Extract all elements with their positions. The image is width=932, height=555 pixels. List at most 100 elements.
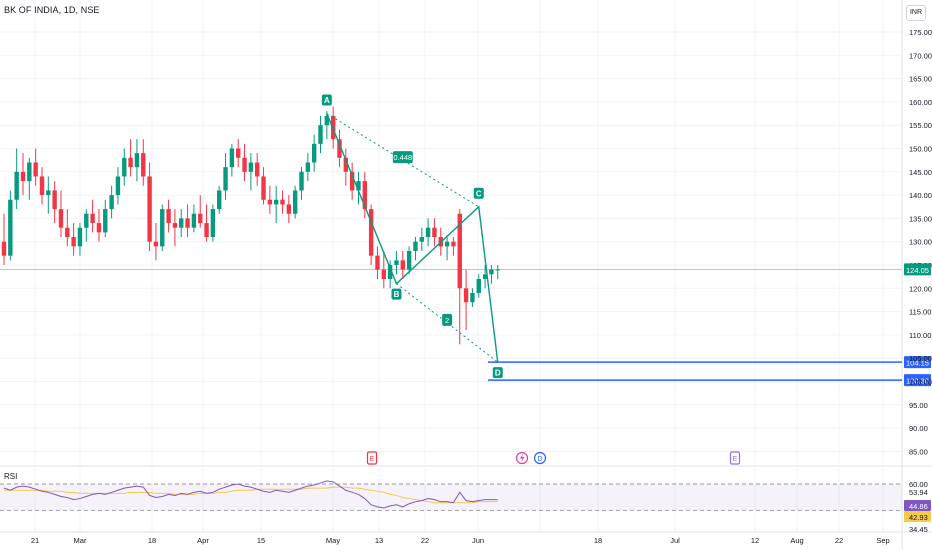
candle[interactable] xyxy=(261,167,266,205)
candle[interactable] xyxy=(356,171,361,205)
candle[interactable] xyxy=(198,195,203,228)
pattern-legs[interactable] xyxy=(326,113,499,363)
candle[interactable] xyxy=(368,204,374,265)
candle[interactable] xyxy=(58,190,64,238)
candle[interactable] xyxy=(286,195,292,224)
last-price-tag[interactable]: 124.05 xyxy=(904,263,931,276)
candle[interactable] xyxy=(115,167,121,205)
candle[interactable] xyxy=(229,143,235,177)
candle[interactable] xyxy=(406,246,412,275)
candle[interactable] xyxy=(381,251,386,289)
candle-body xyxy=(20,171,26,182)
candle[interactable] xyxy=(419,227,424,252)
candle[interactable] xyxy=(470,288,475,307)
candle[interactable] xyxy=(255,153,260,186)
candle[interactable] xyxy=(1,213,7,265)
pattern-point-d[interactable]: D xyxy=(492,367,503,379)
candle[interactable] xyxy=(71,223,76,256)
candle[interactable] xyxy=(90,199,95,233)
candle[interactable] xyxy=(141,139,146,186)
candle[interactable] xyxy=(482,265,488,289)
candle[interactable] xyxy=(84,209,89,242)
candle[interactable] xyxy=(267,185,273,214)
candle[interactable] xyxy=(349,162,355,200)
candles[interactable] xyxy=(1,106,500,345)
candle[interactable] xyxy=(204,204,209,242)
xabcd-pattern[interactable]: A B C D 0.448 2 xyxy=(321,94,503,379)
candle[interactable] xyxy=(39,167,45,205)
candle[interactable] xyxy=(14,148,19,210)
candle[interactable] xyxy=(179,209,184,238)
candle[interactable] xyxy=(292,185,298,219)
candle[interactable] xyxy=(387,260,393,289)
candle[interactable] xyxy=(457,209,462,345)
candle[interactable] xyxy=(444,237,450,261)
pattern-point-a[interactable]: A xyxy=(321,94,332,106)
candle[interactable] xyxy=(489,265,494,284)
candle[interactable] xyxy=(166,199,171,233)
earnings-marker[interactable]: E xyxy=(366,451,378,465)
candle[interactable] xyxy=(52,181,57,224)
candle[interactable] xyxy=(248,153,254,191)
candle[interactable] xyxy=(432,218,437,247)
candle[interactable] xyxy=(362,171,368,219)
candle[interactable] xyxy=(305,153,311,182)
candle[interactable] xyxy=(343,148,349,186)
price-axis[interactable]: 175.00 170.00 165.00 160.00 155.00 150.00 145.… xyxy=(904,28,932,456)
candle[interactable] xyxy=(463,269,469,331)
candle[interactable] xyxy=(223,153,228,200)
horizontal-levels[interactable]: 104.15 100.30 xyxy=(488,356,931,387)
candle[interactable] xyxy=(147,162,152,252)
candle[interactable] xyxy=(476,274,481,298)
candle[interactable] xyxy=(425,218,431,247)
candle[interactable] xyxy=(191,204,197,233)
candle[interactable] xyxy=(65,209,70,247)
candle[interactable] xyxy=(318,115,323,154)
candle[interactable] xyxy=(324,111,330,140)
candle[interactable] xyxy=(20,153,26,196)
candle[interactable] xyxy=(134,139,140,182)
ratio-ac-label[interactable]: 0.448 xyxy=(392,151,413,164)
candle[interactable] xyxy=(160,204,165,252)
split-marker[interactable] xyxy=(515,451,529,465)
candle[interactable] xyxy=(242,143,247,182)
candle[interactable] xyxy=(280,190,285,214)
candle[interactable] xyxy=(400,251,405,279)
candle[interactable] xyxy=(236,139,241,168)
candle[interactable] xyxy=(109,185,114,219)
candle[interactable] xyxy=(375,246,380,279)
dividend-marker[interactable]: D xyxy=(533,451,547,465)
candle[interactable] xyxy=(337,129,342,168)
pattern-point-c[interactable]: C xyxy=(473,187,484,199)
pattern-point-b[interactable]: B xyxy=(391,288,402,300)
ratio-bd-label[interactable]: 2 xyxy=(442,313,453,326)
candle[interactable] xyxy=(46,176,51,214)
candle[interactable] xyxy=(273,185,279,224)
candle[interactable] xyxy=(153,223,159,261)
candle[interactable] xyxy=(394,251,399,275)
candle[interactable] xyxy=(413,237,418,261)
earnings-marker[interactable]: E xyxy=(729,451,741,465)
candle[interactable] xyxy=(77,223,83,256)
candle[interactable] xyxy=(299,167,304,200)
candle[interactable] xyxy=(8,190,13,261)
candle[interactable] xyxy=(96,209,102,242)
candle[interactable] xyxy=(185,204,190,238)
currency-button[interactable]: INR xyxy=(906,5,926,21)
candle[interactable] xyxy=(103,199,108,238)
candle[interactable] xyxy=(122,148,127,186)
candle[interactable] xyxy=(210,204,216,242)
candle[interactable] xyxy=(451,237,456,256)
candle[interactable] xyxy=(311,134,317,172)
candle[interactable] xyxy=(495,265,500,279)
candle[interactable] xyxy=(172,209,178,247)
candle[interactable] xyxy=(27,157,32,200)
time-axis[interactable]: 21 Mar 18 Apr 15 May 13 22 Jun 18 Jul 12 Aug 22 Sep xyxy=(31,536,890,545)
candle[interactable] xyxy=(33,148,38,186)
candle[interactable] xyxy=(217,185,222,214)
candle[interactable] xyxy=(128,139,133,177)
